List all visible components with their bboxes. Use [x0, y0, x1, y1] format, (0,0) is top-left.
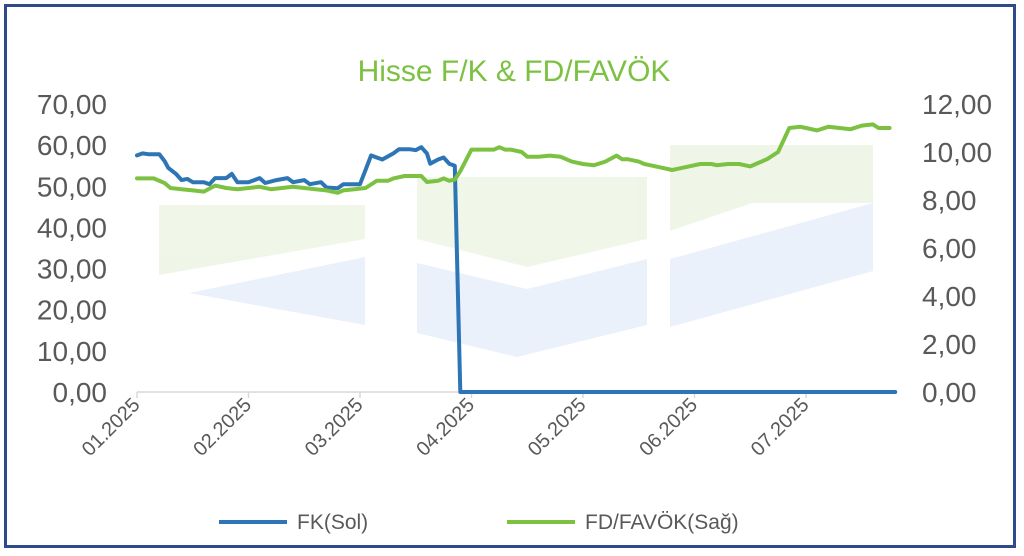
x-tick-label: 06.2025	[635, 394, 702, 461]
y-left-tick-label: 40,00	[37, 212, 107, 243]
x-tick-label: 03.2025	[301, 394, 368, 461]
y-right-tick-label: 12,00	[922, 89, 992, 120]
chart-svg: Hisse F/K & FD/FAVÖK 0,00 10,00 20,00 30,00…	[37, 55, 992, 534]
series-layer	[135, 122, 898, 394]
y-left-tick-label: 60,00	[37, 130, 107, 161]
y-left-tick-label: 0,00	[53, 377, 108, 408]
y-right-tick-label: 2,00	[922, 329, 977, 360]
chart-title: Hisse F/K & FD/FAVÖK	[358, 55, 671, 88]
x-tick-label: 02.2025	[189, 394, 256, 461]
y-right-tick-label: 0,00	[922, 377, 977, 408]
x-tick-label: 05.2025	[524, 394, 591, 461]
y-left-tick-label: 50,00	[37, 171, 107, 202]
legend-label: FD/FAVÖK(Sağ)	[585, 511, 739, 534]
y-right-tick-label: 6,00	[922, 233, 977, 264]
watermark-shape	[417, 259, 647, 357]
watermark-logo	[159, 145, 873, 357]
y-left-tick-label: 20,00	[37, 295, 107, 326]
watermark-shape	[159, 205, 365, 275]
chart-frame: Hisse F/K & FD/FAVÖK 0,00 10,00 20,00 30,00…	[4, 4, 1016, 548]
y-left-tick-label: 10,00	[37, 336, 107, 367]
y-right-tick-label: 4,00	[922, 281, 977, 312]
watermark-shape	[417, 177, 647, 267]
y-left-tick-label: 70,00	[37, 89, 107, 120]
series-line-2	[135, 122, 892, 195]
series-line-1	[135, 145, 898, 394]
x-tick-label: 04.2025	[412, 394, 479, 461]
watermark-shape	[189, 257, 365, 325]
legend-label: FK(Sol)	[297, 511, 368, 534]
legend: FK(Sol) FD/FAVÖK(Sağ)	[219, 511, 739, 534]
watermark-shape	[670, 203, 873, 327]
y-left-tick-label: 30,00	[37, 254, 107, 285]
y-right-tick-label: 8,00	[922, 185, 977, 216]
y-right-tick-label: 10,00	[922, 137, 992, 168]
x-tick-label: 07.2025	[747, 394, 814, 461]
